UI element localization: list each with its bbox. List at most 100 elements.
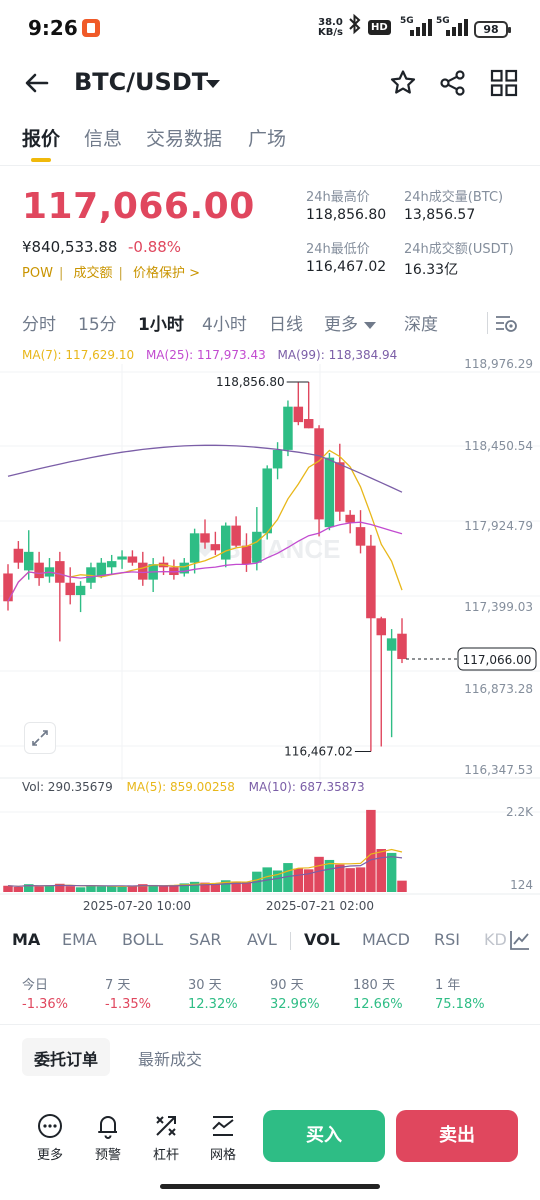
tab-latest-trades[interactable]: 最新成交: [138, 1050, 203, 1069]
perf-label-7d: 7 天: [105, 978, 131, 993]
candle-body: [179, 562, 190, 574]
volume-bar: [96, 886, 107, 892]
bell-icon: [98, 1116, 117, 1139]
share-icon[interactable]: [438, 68, 468, 98]
volume-bar: [200, 882, 210, 892]
alert-label: 预警: [94, 1148, 121, 1163]
pair-dropdown-icon[interactable]: [206, 80, 220, 88]
indicator-kd[interactable]: KD: [484, 930, 507, 949]
volume-bar: [75, 887, 86, 892]
candle-body: [283, 406, 293, 450]
indicator-macd[interactable]: MACD: [362, 930, 410, 949]
indicator-boll[interactable]: BOLL: [122, 930, 164, 949]
sell-button[interactable]: 卖出: [396, 1110, 518, 1162]
vol-ma10-line: [7, 856, 403, 887]
chart-settings-icon[interactable]: [494, 313, 518, 337]
header: BTC/USDT: [0, 58, 540, 110]
interval-1h[interactable]: 1小时: [138, 315, 184, 335]
y-axis-tick-label: 116,347.53: [464, 763, 533, 777]
interval-4h[interactable]: 4小时: [202, 315, 247, 335]
vol-ma5-legend: MA(5): 859.00258: [126, 780, 235, 794]
ma7-line: [7, 449, 403, 602]
volume-bar: [44, 885, 55, 892]
perf-label-30d: 30 天: [188, 978, 222, 993]
grid-trading-button[interactable]: 网格: [200, 1112, 246, 1163]
indicator-sar[interactable]: SAR: [189, 930, 222, 949]
tag-turnover[interactable]: 成交额: [73, 266, 113, 281]
volume-bar: [335, 864, 345, 892]
volume-bar: [158, 886, 169, 892]
volume-bar: [303, 869, 314, 892]
pair-title[interactable]: BTC/USDT: [74, 68, 209, 96]
indicator-avl[interactable]: AVL: [247, 930, 277, 949]
high-value: 118,856.80: [306, 207, 387, 223]
candle-body: [138, 562, 148, 580]
volume-bar: [169, 885, 179, 892]
y-axis-tick-label: 117,399.03: [464, 600, 533, 614]
y-axis-tick-label: 117,924.79: [464, 519, 533, 533]
low-annotation-label: 116,467.02: [284, 745, 353, 759]
back-arrow-icon[interactable]: [22, 68, 52, 98]
ma99-legend: MA(99): 118,384.94: [277, 348, 398, 362]
perf-value-7d: -1.35%: [105, 997, 151, 1012]
alert-button[interactable]: 预警: [85, 1112, 131, 1163]
ma7-legend: MA(7): 117,629.10: [22, 348, 135, 362]
high-annotation-label: 118,856.80: [216, 375, 285, 389]
high-label: 24h最高价: [306, 190, 370, 205]
candle-body: [355, 527, 366, 546]
vol-tick-label: 124: [510, 878, 533, 892]
perf-label-today: 今日: [22, 978, 49, 993]
indicator-vol[interactable]: VOL: [304, 930, 340, 949]
tag-pow[interactable]: POW: [22, 266, 53, 281]
candle-body: [106, 561, 117, 568]
volume-bar: [65, 886, 75, 892]
more-button[interactable]: 更多: [27, 1112, 73, 1163]
interval-15m[interactable]: 15分: [78, 315, 117, 335]
performance-divider: [0, 1024, 540, 1025]
leverage-icon: [156, 1116, 176, 1136]
vol-legend: Vol: 290.35679: [22, 780, 113, 794]
perf-value-1y: 75.18%: [435, 997, 485, 1012]
tab-info[interactable]: 信息: [84, 128, 123, 150]
candlestick-chart[interactable]: BINANCE118,976.29118,450.54117,924.79117…: [0, 352, 540, 912]
interval-time-share[interactable]: 分时: [22, 315, 56, 335]
candle-body: [117, 556, 127, 560]
vol-ma10-legend: MA(10): 687.35873: [248, 780, 365, 794]
current-price-box: [457, 647, 537, 671]
vol-usdt-value: 16.33亿: [404, 262, 459, 278]
buy-button[interactable]: 买入: [263, 1110, 385, 1162]
candle-body: [55, 561, 65, 583]
perf-label-90d: 90 天: [270, 978, 304, 993]
indicator-ema[interactable]: EMA: [62, 930, 97, 949]
star-icon[interactable]: [388, 68, 418, 98]
volume-bar: [272, 870, 283, 892]
tab-quote[interactable]: 报价: [22, 128, 61, 150]
tab-square[interactable]: 广场: [248, 128, 287, 150]
leverage-button[interactable]: 杠杆: [143, 1112, 189, 1163]
interval-depth[interactable]: 深度: [404, 315, 438, 335]
indicator-settings-icon[interactable]: [508, 928, 534, 954]
indicator-rsi[interactable]: RSI: [434, 930, 460, 949]
volume-bar: [55, 883, 65, 892]
volume-bar: [220, 880, 231, 892]
tab-open-orders[interactable]: 委托订单: [22, 1038, 111, 1076]
indicator-ma[interactable]: MA: [12, 930, 41, 949]
vol-btc-label: 24h成交量(BTC): [404, 190, 504, 205]
volume-bar: [148, 884, 158, 892]
candle-body: [231, 525, 241, 546]
perf-value-today: -1.36%: [22, 997, 68, 1012]
vol-usdt-label: 24h成交额(USDT): [404, 242, 514, 257]
candle-body: [293, 406, 304, 423]
interval-more[interactable]: 更多: [324, 315, 358, 335]
candle-body: [34, 562, 44, 579]
interval-daily[interactable]: 日线: [269, 315, 303, 335]
ma25-legend: MA(25): 117,973.43: [145, 348, 266, 362]
home-indicator: [160, 1184, 380, 1189]
volume-bar: [13, 886, 24, 892]
tab-trading-data[interactable]: 交易数据: [146, 128, 223, 150]
tag-price-protection[interactable]: 价格保护 >: [133, 266, 201, 281]
fullscreen-expand-icon[interactable]: [24, 722, 56, 754]
grid-icon[interactable]: [489, 68, 519, 98]
vol-btc-value: 13,856.57: [404, 207, 476, 223]
indicator-separator: [290, 932, 291, 950]
